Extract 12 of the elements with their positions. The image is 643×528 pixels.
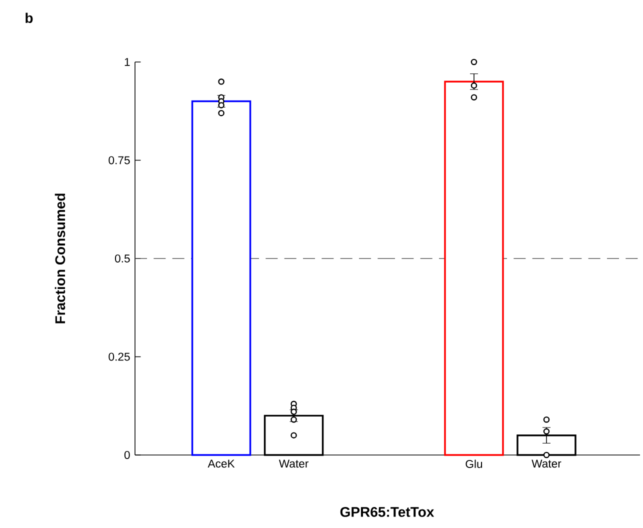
x-tick-label: Glu [466, 460, 482, 468]
y-tick-label: 0.75 [108, 156, 130, 164]
y-tick-label: 0.25 [108, 352, 130, 361]
x-tick-label: AceK [208, 460, 235, 468]
x-axis-title: GPR65:TetTox [340, 507, 434, 517]
text: b [26, 12, 33, 23]
y-tick-label: 0.5 [114, 254, 130, 262]
y-tick-label: 0 [124, 450, 130, 459]
y-axis-title: Fraction Consumed [54, 194, 66, 324]
y-tick-label: 1 [124, 58, 130, 66]
x-tick-label: Water [532, 460, 562, 468]
x-tick-label: Water [278, 460, 308, 468]
